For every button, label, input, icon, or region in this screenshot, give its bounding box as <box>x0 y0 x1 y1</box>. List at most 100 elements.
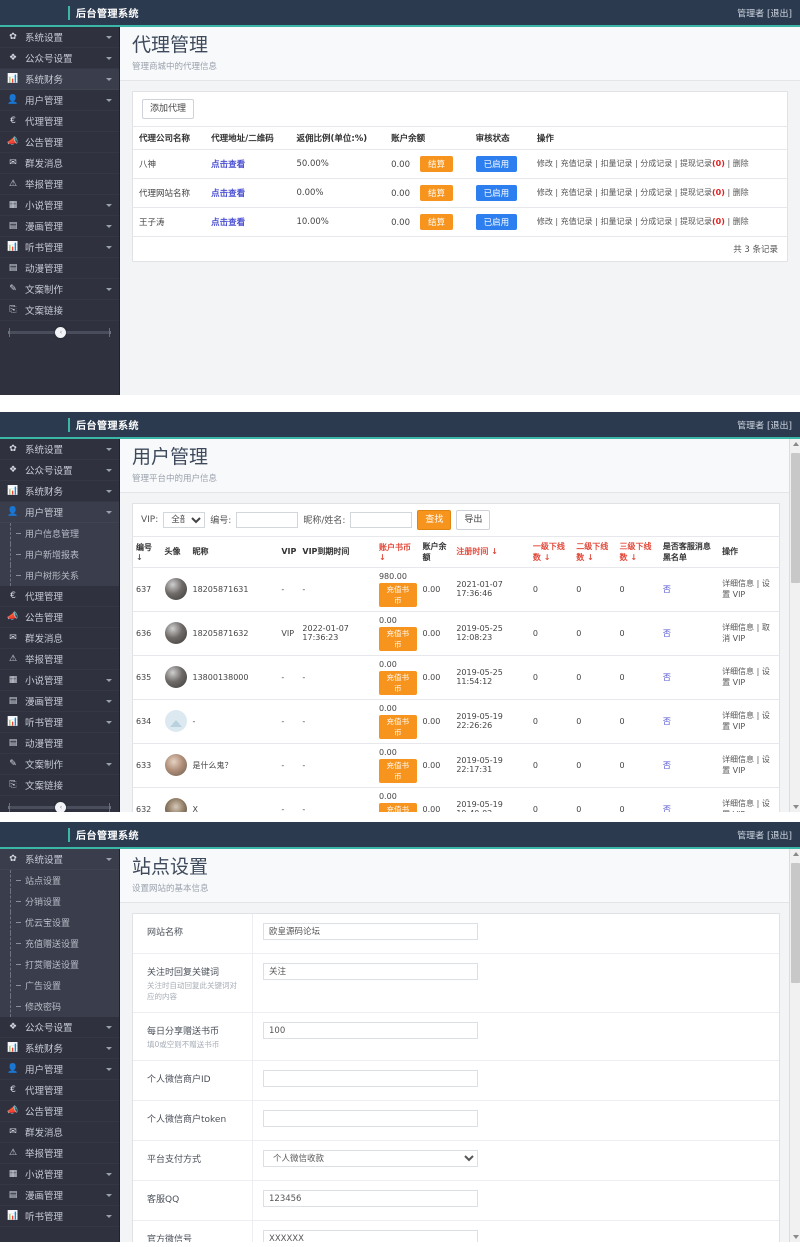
op-link-分成记录[interactable]: 分成记录 <box>640 188 673 198</box>
sidebar-item-系统财务[interactable]: 📊 系统财务 <box>0 69 119 90</box>
submenu-item-打赏赠送设置[interactable]: 打赏赠送设置 <box>0 954 119 975</box>
field-input-个人微信商户ID[interactable] <box>263 1070 478 1088</box>
op-link-修改[interactable]: 修改 <box>536 159 553 169</box>
sidebar-item-小说管理[interactable]: ▦ 小说管理 <box>0 1164 119 1185</box>
vip-filter-select[interactable]: 全部 <box>163 511 206 528</box>
field-input-官方微信号[interactable] <box>263 1230 478 1242</box>
user-operation-links[interactable]: 详细信息 | 设置 VIP <box>722 711 770 732</box>
sort-descending-icon[interactable]: ↓ <box>488 547 498 557</box>
submenu-item-修改密码[interactable]: 修改密码 <box>0 996 119 1017</box>
user-operation-links[interactable]: 详细信息 | 设置 VIP <box>722 755 770 776</box>
sidebar-item-用户管理[interactable]: 👤 用户管理 <box>0 1059 119 1080</box>
sidebar-item-听书管理[interactable]: 📊 听书管理 <box>0 712 119 733</box>
sidebar-width-slider[interactable]: ‹ <box>8 326 111 338</box>
op-link-提现记录[interactable]: 提现记录 <box>680 217 713 227</box>
scroll-down-arrow-icon[interactable] <box>793 1235 799 1239</box>
add-agent-button[interactable]: 添加代理 <box>142 98 195 119</box>
recharge-coins-button[interactable]: 充值书币 <box>378 626 417 651</box>
op-link-删除[interactable]: 删除 <box>732 159 749 169</box>
settle-button[interactable]: 结算 <box>420 184 454 201</box>
op-link-分成记录[interactable]: 分成记录 <box>640 159 673 169</box>
blacklist-toggle-link[interactable]: 否 <box>662 672 671 682</box>
sidebar-item-举报管理[interactable]: ⚠ 举报管理 <box>0 649 119 670</box>
sidebar-item-动漫管理[interactable]: ▤ 动漫管理 <box>0 258 119 279</box>
sidebar-item-听书管理[interactable]: 📊 听书管理 <box>0 1206 119 1227</box>
sidebar-slider-knob[interactable]: ‹ <box>55 326 67 338</box>
sidebar-item-公众号设置[interactable]: ❖ 公众号设置 <box>0 1017 119 1038</box>
submenu-item-用户新增报表[interactable]: 用户新增报表 <box>0 544 119 565</box>
op-link-删除[interactable]: 删除 <box>732 188 749 198</box>
sidebar-item-动漫管理[interactable]: ▤ 动漫管理 <box>0 733 119 754</box>
sidebar-item-公告管理[interactable]: 📣 公告管理 <box>0 132 119 153</box>
op-link-充值记录[interactable]: 充值记录 <box>560 188 593 198</box>
scroll-up-arrow-icon[interactable] <box>793 442 799 446</box>
scroll-down-arrow-icon[interactable] <box>793 805 799 809</box>
blacklist-toggle-link[interactable]: 否 <box>662 760 671 770</box>
sidebar-item-系统财务[interactable]: 📊 系统财务 <box>0 481 119 502</box>
op-link-充值记录[interactable]: 充值记录 <box>560 217 593 227</box>
column-header-账户书币[interactable]: 账户书币 ↓ <box>375 535 420 568</box>
sidebar-item-系统设置[interactable]: ✿ 系统设置 <box>0 27 119 48</box>
status-badge[interactable]: 已启用 <box>475 184 518 201</box>
sidebar-item-系统设置[interactable]: ✿ 系统设置 <box>0 439 119 460</box>
sidebar-item-漫画管理[interactable]: ▤ 漫画管理 <box>0 691 119 712</box>
sidebar-item-小说管理[interactable]: ▦ 小说管理 <box>0 195 119 216</box>
id-filter-input[interactable] <box>236 511 299 528</box>
field-input-个人微信商户token[interactable] <box>263 1110 478 1128</box>
sidebar-item-代理管理[interactable]: € 代理管理 <box>0 111 119 132</box>
recharge-coins-button[interactable]: 充值书币 <box>378 670 417 695</box>
sidebar-item-群发消息[interactable]: ✉ 群发消息 <box>0 153 119 174</box>
user-operation-links[interactable]: 详细信息 | 设置 VIP <box>722 579 770 600</box>
submenu-item-用户树形关系[interactable]: 用户树形关系 <box>0 565 119 586</box>
op-link-分成记录[interactable]: 分成记录 <box>640 217 673 227</box>
field-input-网站名称[interactable] <box>263 922 478 940</box>
column-header-一级下线数[interactable]: 一级下线数 ↓ <box>529 535 574 568</box>
recharge-coins-button[interactable]: 充值书币 <box>378 802 417 812</box>
sidebar-item-文案制作[interactable]: ✎ 文案制作 <box>0 279 119 300</box>
sidebar-item-公众号设置[interactable]: ❖ 公众号设置 <box>0 460 119 481</box>
sidebar-item-文案制作[interactable]: ✎ 文案制作 <box>0 754 119 775</box>
sidebar-item-系统财务[interactable]: 📊 系统财务 <box>0 1038 119 1059</box>
content-vertical-scrollbar[interactable] <box>789 439 800 812</box>
blacklist-toggle-link[interactable]: 否 <box>662 584 671 594</box>
blacklist-toggle-link[interactable]: 否 <box>662 628 671 638</box>
status-badge[interactable]: 已启用 <box>475 213 518 230</box>
column-header-二级下线数[interactable]: 二级下线数 ↓ <box>573 535 617 568</box>
column-header-编号[interactable]: 编号 ↓ <box>133 535 162 568</box>
sort-descending-icon[interactable]: ↓ <box>378 552 386 562</box>
sidebar-width-slider[interactable]: ‹ <box>8 801 111 812</box>
sidebar-item-用户管理[interactable]: 👤 用户管理 <box>0 502 119 523</box>
recharge-coins-button[interactable]: 充值书币 <box>378 582 417 607</box>
sidebar-item-文案链接[interactable]: ⎘ 文案链接 <box>0 775 119 796</box>
submenu-item-站点设置[interactable]: 站点设置 <box>0 870 119 891</box>
submenu-item-广告设置[interactable]: 广告设置 <box>0 975 119 996</box>
column-header-三级下线数[interactable]: 三级下线数 ↓ <box>616 535 660 568</box>
sidebar-item-漫画管理[interactable]: ▤ 漫画管理 <box>0 216 119 237</box>
search-button[interactable]: 查找 <box>417 509 452 530</box>
export-button[interactable]: 导出 <box>456 509 491 530</box>
op-link-提现记录[interactable]: 提现记录 <box>680 159 713 169</box>
sidebar-item-代理管理[interactable]: € 代理管理 <box>0 586 119 607</box>
sort-descending-icon[interactable]: ↓ <box>540 552 551 562</box>
logout-link[interactable]: [退出] <box>766 831 792 841</box>
op-link-修改[interactable]: 修改 <box>536 217 553 227</box>
sidebar-item-文案链接[interactable]: ⎘ 文案链接 <box>0 300 119 321</box>
column-header-注册时间[interactable]: 注册时间 ↓ <box>453 535 530 568</box>
sidebar-item-群发消息[interactable]: ✉ 群发消息 <box>0 1122 119 1143</box>
field-select-平台支付方式[interactable]: 个人微信收款 <box>263 1150 478 1168</box>
op-link-提现记录[interactable]: 提现记录 <box>680 188 713 198</box>
user-operation-links[interactable]: 详细信息 | 取消 VIP <box>722 623 770 644</box>
user-operation-links[interactable]: 详细信息 | 设置 VIP <box>722 799 770 812</box>
status-badge[interactable]: 已启用 <box>475 155 518 172</box>
settle-button[interactable]: 结算 <box>420 155 454 172</box>
sidebar-item-漫画管理[interactable]: ▤ 漫画管理 <box>0 1185 119 1206</box>
op-link-修改[interactable]: 修改 <box>536 188 553 198</box>
sidebar-item-公告管理[interactable]: 📣 公告管理 <box>0 1101 119 1122</box>
blacklist-toggle-link[interactable]: 否 <box>662 716 671 726</box>
submenu-item-用户信息管理[interactable]: 用户信息管理 <box>0 523 119 544</box>
blacklist-toggle-link[interactable]: 否 <box>662 804 671 812</box>
sidebar-item-小说管理[interactable]: ▦ 小说管理 <box>0 670 119 691</box>
name-filter-input[interactable] <box>350 511 413 528</box>
scrollbar-thumb[interactable] <box>791 863 800 983</box>
sidebar-item-群发消息[interactable]: ✉ 群发消息 <box>0 628 119 649</box>
